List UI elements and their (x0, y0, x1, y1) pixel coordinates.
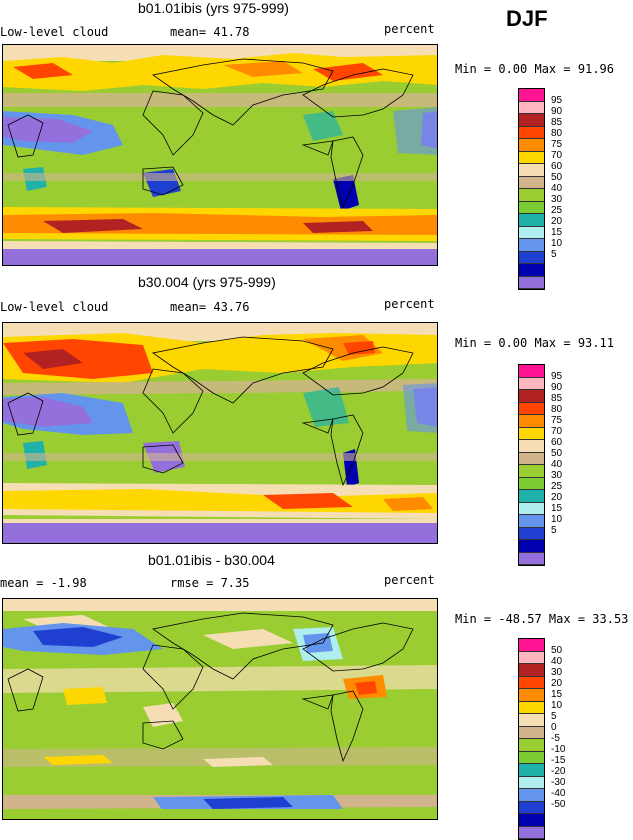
panel2-variable: Low-level cloud (0, 300, 109, 314)
legend-label: 25 (551, 205, 563, 216)
legend-label: 40 (551, 656, 563, 667)
panel2-units: percent (384, 297, 435, 311)
legend-label: -15 (551, 755, 566, 766)
panel1-colorbar (518, 88, 545, 290)
legend-label: 15 (551, 689, 563, 700)
panel3-rmse: rmse = 7.35 (170, 576, 250, 590)
legend-label: 15 (551, 227, 563, 238)
legend-label: 20 (551, 216, 563, 227)
legend-label: 75 (551, 415, 563, 426)
season-label: DJF (506, 6, 548, 31)
legend-label: 80 (551, 404, 563, 415)
panel1-variable: Low-level cloud (0, 25, 109, 39)
legend-label: 10 (551, 700, 563, 711)
legend-label: 15 (551, 503, 563, 514)
legend-label: 40 (551, 459, 563, 470)
legend-label: 85 (551, 393, 563, 404)
legend-label: 95 (551, 95, 563, 106)
legend-label: 10 (551, 238, 563, 249)
panel3-title: b01.01ibis - b30.004 (148, 552, 275, 568)
panel2-map (2, 322, 438, 544)
legend-label: -20 (551, 766, 566, 777)
legend-label: -40 (551, 788, 566, 799)
legend-label: 85 (551, 117, 563, 128)
panel2-colorbar (518, 364, 545, 566)
legend-label: 20 (551, 678, 563, 689)
legend-label: 60 (551, 437, 563, 448)
legend-label: -30 (551, 777, 566, 788)
legend-label: 5 (551, 711, 557, 722)
legend-label: 95 (551, 371, 563, 382)
panel2-mean: mean= 43.76 (170, 300, 250, 314)
panel1-minmax: Min = 0.00 Max = 91.96 (455, 62, 614, 76)
legend-label: 30 (551, 667, 563, 678)
panel1-mean: mean= 41.78 (170, 25, 250, 39)
legend-label: 80 (551, 128, 563, 139)
legend-label: 25 (551, 481, 563, 492)
panel1-units: percent (384, 22, 435, 36)
legend-label: 40 (551, 183, 563, 194)
panel2-title: b30.004 (yrs 975-999) (138, 274, 276, 290)
legend-label: 75 (551, 139, 563, 150)
legend-label: 50 (551, 645, 563, 656)
legend-label: 20 (551, 492, 563, 503)
panel3-colorbar (518, 638, 545, 840)
panel1-title: b01.01ibis (yrs 975-999) (138, 0, 289, 16)
panel1-map (2, 44, 438, 266)
legend-label: -50 (551, 799, 566, 810)
panel3-map (2, 598, 438, 820)
legend-label: 60 (551, 161, 563, 172)
panel2-minmax: Min = 0.00 Max = 93.11 (455, 336, 614, 350)
legend-label: 50 (551, 172, 563, 183)
legend-label: 90 (551, 106, 563, 117)
panel3-minmax: Min = -48.57 Max = 33.53 (455, 612, 629, 626)
legend-label: 10 (551, 514, 563, 525)
legend-label: 90 (551, 382, 563, 393)
legend-label: 0 (551, 722, 557, 733)
panel3-units: percent (384, 573, 435, 587)
legend-label: 5 (551, 525, 557, 536)
legend-label: -5 (551, 733, 560, 744)
legend-label: -10 (551, 744, 566, 755)
legend-label: 70 (551, 150, 563, 161)
legend-label: 30 (551, 470, 563, 481)
legend-label: 30 (551, 194, 563, 205)
legend-label: 50 (551, 448, 563, 459)
legend-label: 70 (551, 426, 563, 437)
legend-label: 5 (551, 249, 557, 260)
panel3-mean: mean = -1.98 (0, 576, 87, 590)
